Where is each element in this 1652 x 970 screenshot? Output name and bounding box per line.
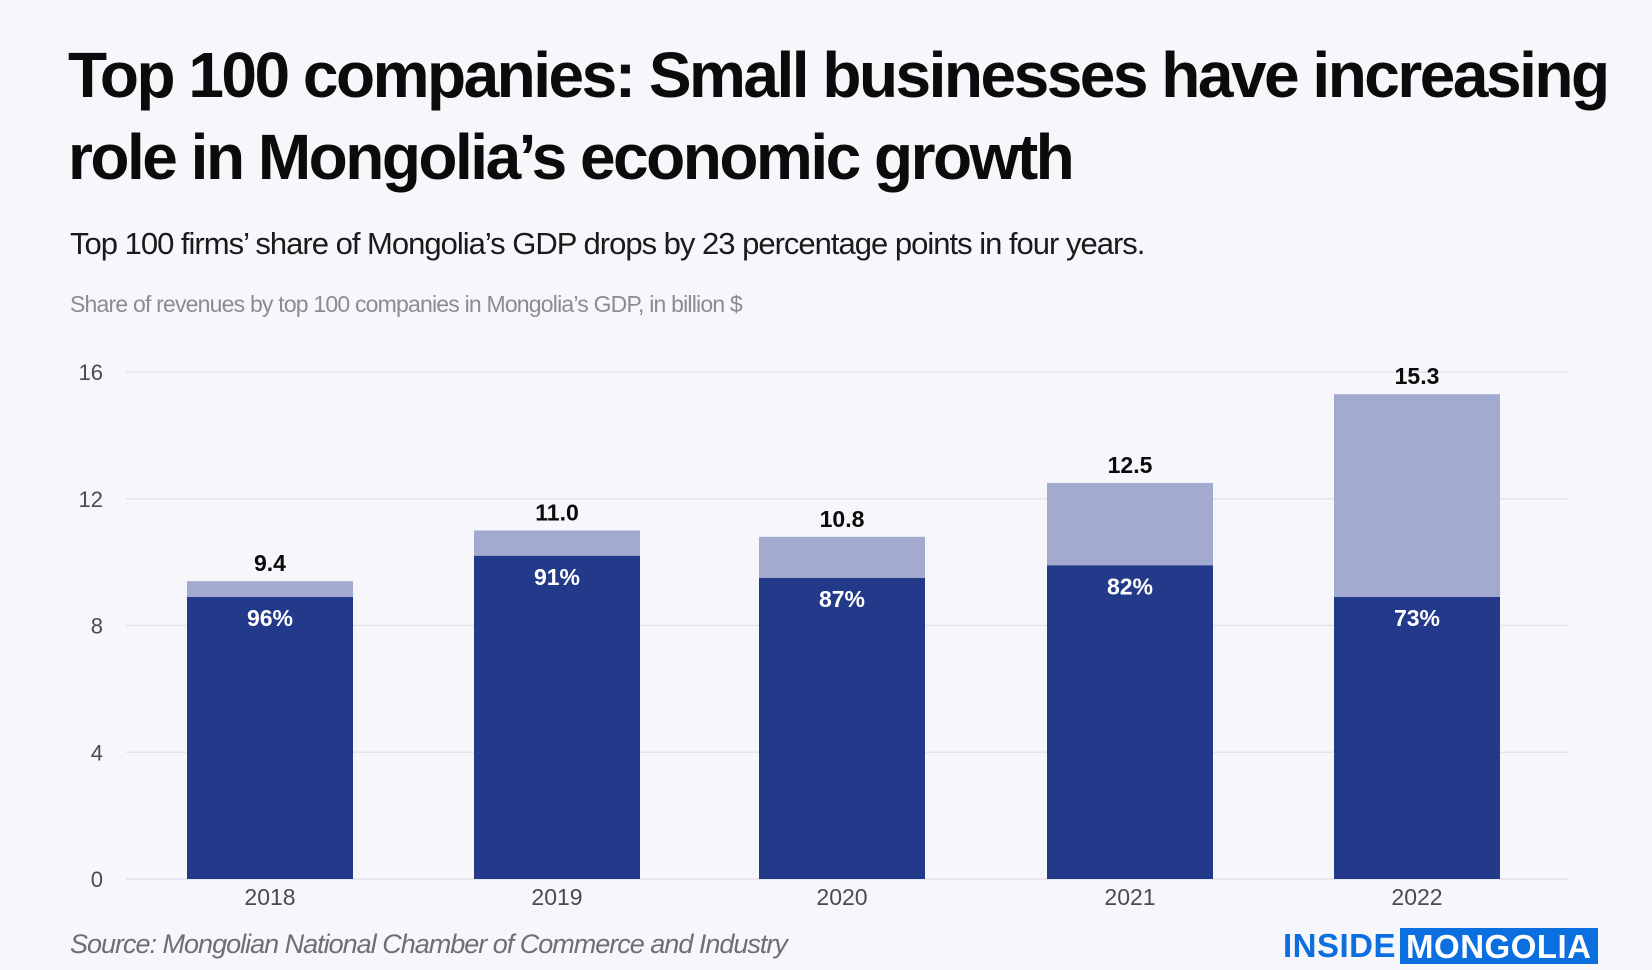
- bar-remainder-segment: [187, 581, 353, 597]
- total-data-label: 9.4: [254, 550, 286, 576]
- total-data-label: 15.3: [1395, 363, 1440, 389]
- y-tick-label: 12: [79, 487, 103, 512]
- bar-top100-segment: [1047, 565, 1213, 879]
- share-data-label: 96%: [247, 605, 293, 631]
- logo-mongolia: MONGOLIA: [1400, 928, 1598, 965]
- x-tick-label: 2020: [816, 884, 867, 910]
- total-data-label: 10.8: [820, 506, 865, 532]
- y-tick-label: 8: [91, 614, 103, 639]
- share-data-label: 91%: [534, 564, 580, 590]
- logo-inside: INSIDE: [1283, 927, 1397, 964]
- bar-top100-segment: [1334, 596, 1500, 879]
- bar-top100-segment: [759, 577, 925, 879]
- chart-subtitle: Top 100 firms’ share of Mongolia’s GDP d…: [70, 226, 1145, 261]
- total-data-label: 12.5: [1108, 452, 1153, 478]
- source-note: Source: Mongolian National Chamber of Co…: [70, 929, 788, 959]
- chart-caption: Share of revenues by top 100 companies i…: [70, 291, 743, 317]
- chart-title: Top 100 companies: Small businesses have…: [68, 39, 1610, 193]
- share-data-label: 73%: [1394, 605, 1440, 631]
- y-tick-label: 16: [79, 360, 103, 385]
- bar-remainder-segment: [1334, 394, 1500, 597]
- bar-remainder-segment: [474, 530, 640, 556]
- total-data-label: 11.0: [535, 499, 579, 525]
- x-tick-label: 2019: [531, 884, 582, 910]
- bar-top100-segment: [187, 596, 353, 879]
- y-tick-label: 4: [91, 740, 103, 765]
- share-data-label: 87%: [819, 586, 865, 612]
- inside-mongolia-logo: INSIDE MONGOLIA: [1283, 927, 1598, 965]
- bar-top100-segment: [474, 555, 640, 879]
- bar-remainder-segment: [759, 536, 925, 578]
- x-tick-label: 2018: [244, 884, 295, 910]
- y-tick-label: 0: [91, 867, 103, 892]
- x-tick-label: 2022: [1391, 884, 1442, 910]
- share-data-label: 82%: [1107, 573, 1153, 599]
- bar-remainder-segment: [1047, 482, 1213, 566]
- x-tick-label: 2021: [1104, 884, 1155, 910]
